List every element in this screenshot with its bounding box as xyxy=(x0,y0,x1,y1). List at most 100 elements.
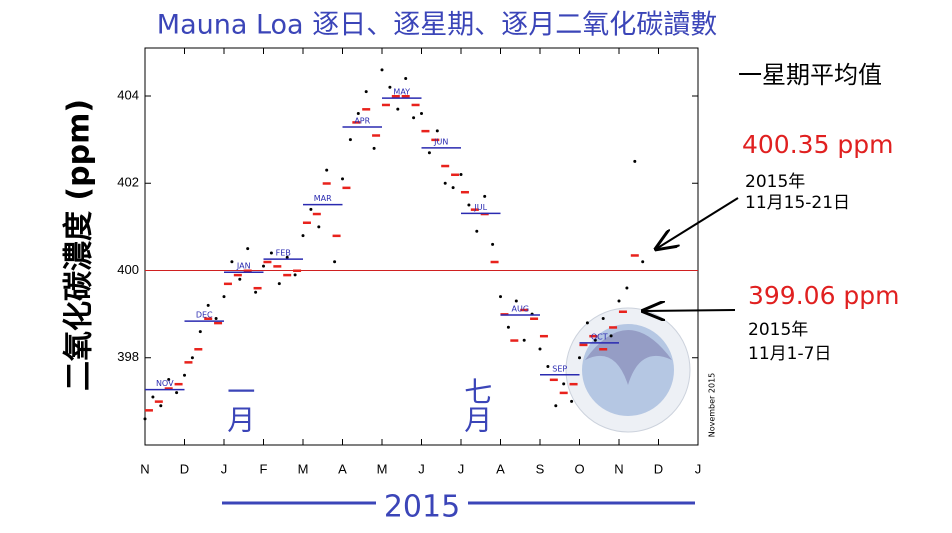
y-tick-label: 398 xyxy=(117,349,139,364)
weekly-mark xyxy=(332,234,341,238)
daily-point xyxy=(562,382,566,386)
weekly-mark xyxy=(362,108,371,111)
daily-point xyxy=(238,277,242,281)
weekly-mark xyxy=(302,221,311,225)
weekly-mark xyxy=(164,387,173,390)
daily-point xyxy=(246,247,250,251)
month-marker: 一月 xyxy=(223,377,256,433)
daily-point xyxy=(325,168,329,172)
x-tick-label: S xyxy=(536,461,545,476)
weekly-mark xyxy=(293,269,302,272)
x-tick-label: D xyxy=(654,461,663,476)
x-tick-label: O xyxy=(574,461,584,476)
daily-point xyxy=(183,373,186,377)
weekly-mark xyxy=(618,310,627,314)
weekly-mark xyxy=(559,391,568,395)
monthly-label: JUN xyxy=(433,137,448,146)
daily-point xyxy=(483,194,487,198)
weekly-mark xyxy=(441,164,450,168)
weekly-mark xyxy=(372,134,381,137)
daily-point xyxy=(151,395,155,399)
y-tick-label: 402 xyxy=(117,175,139,190)
x-tick-label: J xyxy=(418,461,425,476)
monthly-label: NOV xyxy=(156,379,174,388)
annotation-arrow xyxy=(643,310,736,311)
annotation-days: 11月15-21日 xyxy=(745,193,850,213)
weekly-mark xyxy=(342,186,351,190)
annotation-days: 11月1-7日 xyxy=(748,344,831,364)
monthly-label: OCT xyxy=(591,332,608,341)
daily-point xyxy=(459,173,463,177)
weekly-mark xyxy=(154,400,163,403)
legend-title: 一星期平均值 xyxy=(738,61,882,89)
daily-point xyxy=(578,356,581,360)
monthly-label: JAN xyxy=(236,262,251,271)
monthly-label: DEC xyxy=(196,311,213,320)
daily-point xyxy=(341,177,344,181)
daily-point xyxy=(206,303,210,307)
weekly-mark xyxy=(263,260,272,264)
weekly-mark xyxy=(539,334,548,338)
daily-point xyxy=(143,417,147,421)
daily-point xyxy=(404,77,408,81)
weekly-mark xyxy=(421,129,430,133)
daily-point xyxy=(609,334,613,338)
weekly-mark xyxy=(460,190,469,194)
weekly-mark xyxy=(243,269,252,272)
daily-point xyxy=(427,151,431,155)
weekly-mark xyxy=(451,173,460,177)
side-note: November 2015 xyxy=(708,373,717,438)
weekly-mark xyxy=(223,282,232,286)
weekly-mark xyxy=(411,103,420,107)
month-marker: 七月 xyxy=(460,377,493,433)
daily-point xyxy=(514,299,518,303)
monthly-label: MAY xyxy=(393,88,410,97)
weekly-mark xyxy=(352,121,361,124)
daily-point xyxy=(175,391,179,395)
daily-point xyxy=(641,260,645,264)
chart-title: Mauna Loa 逐日、逐星期、逐月二氧化碳讀數 xyxy=(157,10,717,41)
daily-point xyxy=(538,347,542,351)
daily-point xyxy=(190,356,194,360)
noaa-logo xyxy=(565,307,691,433)
x-tick-label: N xyxy=(614,461,623,476)
weekly-mark xyxy=(401,94,410,98)
weekly-mark xyxy=(549,378,558,382)
weekly-mark xyxy=(273,265,282,268)
weekly-mark xyxy=(470,208,479,211)
weekly-mark xyxy=(184,361,193,364)
weekly-mark xyxy=(630,254,639,257)
x-tick-label: J xyxy=(221,461,228,476)
daily-point xyxy=(167,378,171,382)
weekly-mark xyxy=(174,382,183,386)
daily-point xyxy=(285,255,289,259)
weekly-mark xyxy=(204,317,213,320)
x-tick-label: M xyxy=(377,461,388,476)
weekly-mark xyxy=(589,334,598,338)
x-tick-label: N xyxy=(140,461,149,476)
x-tick-label: F xyxy=(260,461,268,476)
daily-point xyxy=(301,234,305,238)
annotation-value: 400.35 ppm xyxy=(742,130,894,159)
weekly-mark xyxy=(253,286,262,290)
weekly-mark xyxy=(490,260,499,264)
daily-point xyxy=(570,399,574,403)
monthly-label: MAR xyxy=(314,194,332,203)
weekly-mark xyxy=(599,348,608,351)
weekly-mark xyxy=(194,348,203,351)
annotation-year: 2015年 xyxy=(748,320,808,340)
weekly-mark xyxy=(312,212,321,216)
daily-point xyxy=(277,282,281,286)
weekly-mark xyxy=(530,317,539,320)
daily-point xyxy=(633,159,637,163)
daily-point xyxy=(467,203,471,207)
monthly-label: APR xyxy=(354,116,370,125)
daily-point xyxy=(317,225,321,229)
weekly-mark xyxy=(381,103,390,107)
y-tick-label: 404 xyxy=(117,87,139,102)
x-tick-label: A xyxy=(496,461,505,476)
daily-point xyxy=(293,273,297,277)
x-tick-label: J xyxy=(458,461,465,476)
daily-point xyxy=(333,260,337,264)
